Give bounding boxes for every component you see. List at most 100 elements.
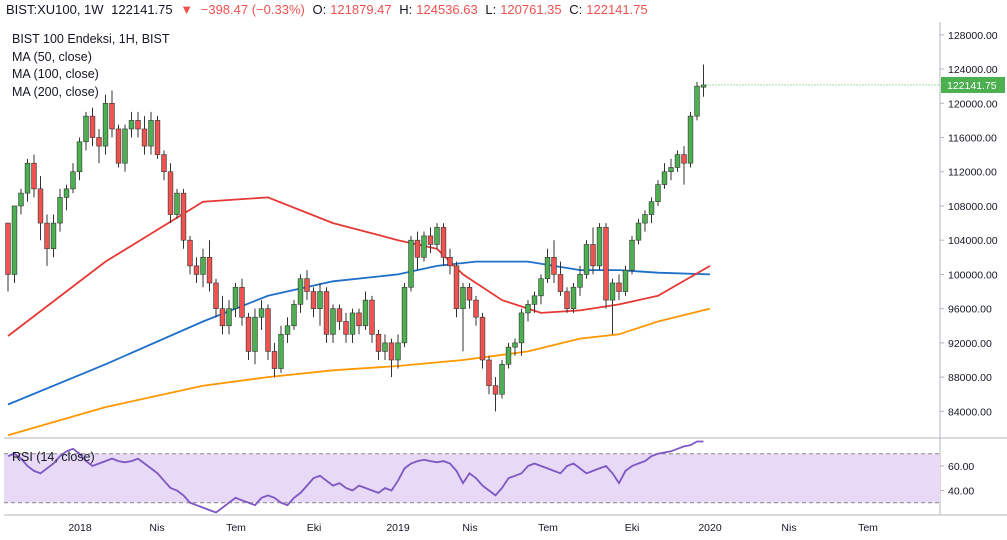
x-tick-label: Tem <box>226 522 246 534</box>
candle-body <box>115 128 122 164</box>
candle <box>512 338 518 356</box>
candle-body <box>408 239 414 288</box>
candle-body <box>349 312 356 335</box>
candle-body <box>148 120 154 147</box>
candle-body <box>154 120 161 155</box>
candle-body <box>681 154 687 164</box>
candle-body <box>356 312 362 327</box>
candle <box>245 312 252 360</box>
candle-body <box>206 257 213 284</box>
candle-body <box>219 308 226 327</box>
candle-body <box>57 197 63 224</box>
legend-ma200[interactable]: MA (200, close) <box>12 84 99 99</box>
candle-body <box>564 291 570 309</box>
candle <box>395 334 401 369</box>
candle-body <box>252 316 258 352</box>
candle-body <box>603 227 609 301</box>
candle-body <box>200 257 206 275</box>
candle-body <box>687 115 694 164</box>
candle <box>674 150 681 172</box>
candle <box>408 235 414 292</box>
y-tick-label: 116000.00 <box>948 133 997 145</box>
candle <box>252 308 258 365</box>
last-price-badge <box>941 76 1005 93</box>
candle <box>564 287 570 313</box>
candle <box>63 184 70 211</box>
candle-body <box>525 304 531 314</box>
symbol-label[interactable]: BIST:XU100, 1W <box>6 2 104 17</box>
candle <box>349 308 356 343</box>
candle <box>317 282 323 326</box>
last-price-badge-label: 122141.75 <box>947 80 997 92</box>
candle-body <box>427 235 434 245</box>
legend-ma50[interactable]: MA (50, close) <box>12 49 92 64</box>
candle-body <box>596 227 603 267</box>
y-tick-label: 128000.00 <box>948 30 998 42</box>
candle-body <box>226 308 232 327</box>
close-label: C: <box>569 2 583 17</box>
candle <box>434 223 440 249</box>
candle <box>330 304 336 343</box>
candle-body <box>544 257 551 280</box>
candle <box>655 180 661 206</box>
close-value: 122141.75 <box>586 2 648 17</box>
candle-body <box>5 222 11 275</box>
candle-body <box>161 154 167 173</box>
candle-body <box>310 291 317 309</box>
candle-body <box>518 312 525 344</box>
candle-body <box>616 282 622 292</box>
candle <box>284 317 291 343</box>
candle-body <box>128 120 135 130</box>
candle-body <box>70 171 76 190</box>
candle <box>96 128 102 164</box>
candle <box>37 176 44 241</box>
candle <box>148 111 154 155</box>
candle <box>278 325 284 373</box>
candle-body <box>453 265 460 309</box>
candle-body <box>232 286 239 309</box>
candle <box>232 282 239 318</box>
candle-body <box>50 222 57 250</box>
candle-body <box>661 171 668 185</box>
candle-body <box>343 321 349 335</box>
candle-body <box>18 192 24 207</box>
candle-body <box>570 286 577 309</box>
candle <box>603 223 609 309</box>
candle <box>694 81 700 121</box>
candle <box>427 227 434 254</box>
legend-ma100[interactable]: MA (100, close) <box>12 67 99 81</box>
candle-body <box>447 257 453 267</box>
y-tick-label: 104000.00 <box>948 235 998 247</box>
candle-body <box>401 286 408 344</box>
y-tick-label: 108000.00 <box>948 201 998 213</box>
candle-body <box>551 257 557 275</box>
candle-body <box>44 222 50 250</box>
y-tick-label: 96000.00 <box>948 304 992 316</box>
x-tick-label: 2018 <box>68 522 92 534</box>
candle-body <box>440 227 447 258</box>
legend-title[interactable]: BIST 100 Endeksi, 1H, BIST <box>12 32 170 46</box>
candle <box>668 158 674 181</box>
candle <box>499 359 505 399</box>
high-label: H: <box>399 2 413 17</box>
candle-body <box>284 325 291 335</box>
candle-body <box>590 244 596 267</box>
candle-body <box>629 239 635 271</box>
candle-body <box>414 239 421 258</box>
candle <box>167 163 174 224</box>
candle-body <box>89 115 96 138</box>
candle <box>642 210 648 232</box>
candle <box>525 300 531 322</box>
candle-body <box>492 385 499 395</box>
candle <box>635 218 642 245</box>
candle-body <box>297 278 304 305</box>
ma200-line <box>7 307 711 437</box>
candle <box>24 158 31 202</box>
candle <box>538 274 544 305</box>
rsi-label[interactable]: RSI (14, close) <box>12 450 95 464</box>
candle-body <box>668 167 674 173</box>
candle <box>31 154 37 198</box>
candle-body <box>31 162 37 190</box>
candle-body <box>460 286 466 309</box>
